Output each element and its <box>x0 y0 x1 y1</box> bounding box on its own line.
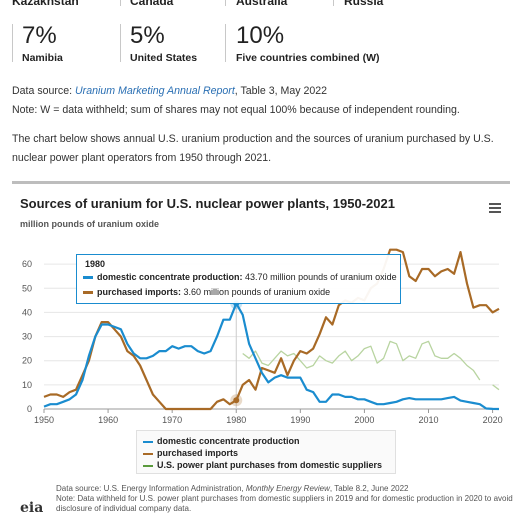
tooltip-swatch <box>83 291 93 295</box>
divider-line <box>225 0 226 6</box>
legend-item-imports[interactable]: purchased imports <box>143 448 238 458</box>
x-tick-label: 2020 <box>483 415 503 425</box>
data-source-prefix: Data source: <box>12 85 76 97</box>
footer-note: Note: Data withheld for U.S. power plant… <box>56 494 513 513</box>
divider-line <box>333 0 334 6</box>
x-tick-label: 1990 <box>290 415 310 425</box>
divider-line <box>12 24 13 62</box>
data-source-line: Data source: Uranium Marketing Annual Re… <box>12 85 327 97</box>
tooltip-row-imports: purchased imports: 3.60 million pounds o… <box>83 287 330 297</box>
country-russia: Russia <box>344 0 384 8</box>
footer-source: Data source: U.S. Energy Information Adm… <box>56 484 516 494</box>
chart-title: Sources of uranium for U.S. nuclear powe… <box>20 196 395 211</box>
tooltip-year: 1980 <box>85 259 106 269</box>
x-tick-label: 1960 <box>98 415 118 425</box>
stat-namibia: 7% Namibia <box>22 22 63 64</box>
stat-united-states: 5% United States <box>130 22 197 64</box>
legend-label: purchased imports <box>157 448 239 458</box>
tooltip-row-domestic: domestic concentrate production: 43.70 m… <box>83 272 397 282</box>
legend-swatch <box>143 464 153 467</box>
section-divider <box>12 181 510 184</box>
x-tick-label: 2000 <box>354 415 374 425</box>
stat-percent: 7% <box>22 22 57 49</box>
x-tick-label: 1950 <box>34 415 54 425</box>
tooltip-series-name: domestic concentrate production <box>97 272 240 282</box>
eia-logo: eia <box>20 500 44 516</box>
y-tick-label: 40 <box>22 307 32 317</box>
chart-footer: Data source: U.S. Energy Information Adm… <box>56 484 516 514</box>
legend-item-domestic-suppliers[interactable]: U.S. power plant purchases from domestic… <box>143 460 382 470</box>
country-canada: Canada <box>130 0 174 8</box>
intro-paragraph: The chart below shows annual U.S. uraniu… <box>12 133 494 164</box>
country-kazakhstan: Kazakhstan <box>12 0 79 8</box>
note-text: Note: W = data withheld; sum of shares m… <box>12 104 460 116</box>
country-australia: Australia <box>236 0 288 8</box>
y-tick-label: 10 <box>22 380 32 390</box>
x-tick-label: 2010 <box>418 415 438 425</box>
y-tick-label: 20 <box>22 356 32 366</box>
tooltip-swatch <box>83 276 93 280</box>
divider-line <box>120 0 121 6</box>
country-row: Kazakhstan Canada Australia Russia <box>0 0 520 12</box>
legend-item-domestic[interactable]: domestic concentrate production <box>143 436 300 446</box>
y-tick-label: 30 <box>22 332 32 342</box>
y-tick-label: 0 <box>27 404 32 414</box>
legend-label: domestic concentrate production <box>157 436 300 446</box>
series-line-domestic-suppliers <box>242 340 500 391</box>
y-axis-label: million pounds of uranium oxide <box>20 219 159 229</box>
series-line-domestic-production <box>43 302 500 411</box>
stat-five-countries: 10% Five countries combined (W) <box>236 22 380 64</box>
stat-label: Five countries combined (W) <box>236 52 380 64</box>
stat-label: Namibia <box>22 52 63 64</box>
divider-line <box>225 24 226 62</box>
country-stats: 7% Namibia 5% United States 10% Five cou… <box>0 22 520 70</box>
y-tick-label: 50 <box>22 283 32 293</box>
x-tick-label: 1970 <box>162 415 182 425</box>
legend-swatch <box>143 440 153 443</box>
footer-source-prefix: Data source: U.S. Energy Information Adm… <box>56 484 246 493</box>
tooltip-value: 43.70 million pounds of uranium oxide <box>245 272 397 282</box>
chart-tooltip: 1980 domestic concentrate production: 43… <box>76 254 401 304</box>
data-source-link[interactable]: Uranium Marketing Annual Report <box>75 85 235 97</box>
chart-legend: domestic concentrate production purchase… <box>136 430 396 474</box>
divider-line <box>120 24 121 62</box>
footer-source-title: Monthly Energy Review <box>245 484 330 493</box>
legend-label: U.S. power plant purchases from domestic… <box>157 460 383 470</box>
legend-swatch <box>143 452 153 455</box>
x-tick-label: 1980 <box>226 415 246 425</box>
footer-source-suffix: , Table 8.2, June 2022 <box>329 484 409 493</box>
highlight-point-imports <box>233 397 240 404</box>
y-tick-label: 60 <box>22 259 32 269</box>
tooltip-value: 3.60 million pounds of uranium oxide <box>183 287 331 297</box>
tooltip-series-name: purchased imports <box>97 287 179 297</box>
stat-percent: 10% <box>236 22 285 49</box>
stat-percent: 5% <box>130 22 165 49</box>
hamburger-menu-icon[interactable] <box>489 203 501 213</box>
stat-label: United States <box>130 52 198 64</box>
series-line-purchased-imports <box>43 248 500 411</box>
data-source-suffix: , Table 3, May 2022 <box>234 85 328 97</box>
